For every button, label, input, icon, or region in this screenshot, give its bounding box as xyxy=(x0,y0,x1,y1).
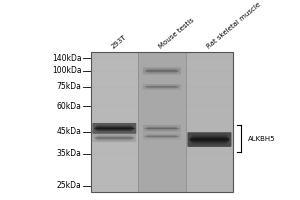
FancyBboxPatch shape xyxy=(143,125,181,132)
FancyBboxPatch shape xyxy=(92,123,136,134)
FancyBboxPatch shape xyxy=(190,137,228,142)
FancyBboxPatch shape xyxy=(94,127,134,130)
FancyBboxPatch shape xyxy=(94,128,135,129)
FancyBboxPatch shape xyxy=(189,138,230,141)
FancyBboxPatch shape xyxy=(94,137,134,139)
FancyBboxPatch shape xyxy=(191,136,228,143)
Text: Rat skeletal muscle: Rat skeletal muscle xyxy=(206,2,262,50)
FancyBboxPatch shape xyxy=(191,136,228,143)
FancyBboxPatch shape xyxy=(191,137,228,143)
FancyBboxPatch shape xyxy=(91,52,138,192)
FancyBboxPatch shape xyxy=(96,126,133,131)
FancyBboxPatch shape xyxy=(144,128,180,129)
FancyBboxPatch shape xyxy=(94,128,135,129)
FancyBboxPatch shape xyxy=(94,128,134,129)
FancyBboxPatch shape xyxy=(95,127,134,130)
FancyBboxPatch shape xyxy=(95,137,134,139)
FancyBboxPatch shape xyxy=(143,133,181,139)
FancyBboxPatch shape xyxy=(146,70,178,72)
FancyBboxPatch shape xyxy=(95,127,134,130)
FancyBboxPatch shape xyxy=(145,128,179,129)
FancyBboxPatch shape xyxy=(145,70,178,72)
Text: 45kDa: 45kDa xyxy=(57,127,82,136)
FancyBboxPatch shape xyxy=(145,70,179,72)
FancyBboxPatch shape xyxy=(145,128,179,129)
FancyBboxPatch shape xyxy=(188,132,231,147)
FancyBboxPatch shape xyxy=(145,128,179,129)
FancyBboxPatch shape xyxy=(144,128,179,129)
FancyBboxPatch shape xyxy=(190,137,229,142)
FancyBboxPatch shape xyxy=(95,137,134,139)
FancyBboxPatch shape xyxy=(94,137,134,139)
FancyBboxPatch shape xyxy=(94,137,134,139)
FancyBboxPatch shape xyxy=(145,70,179,72)
FancyBboxPatch shape xyxy=(189,139,230,140)
Text: 35kDa: 35kDa xyxy=(57,149,82,158)
Text: 100kDa: 100kDa xyxy=(52,66,82,75)
FancyBboxPatch shape xyxy=(145,86,179,87)
Text: 25kDa: 25kDa xyxy=(57,181,82,190)
FancyBboxPatch shape xyxy=(144,136,179,137)
FancyBboxPatch shape xyxy=(145,86,179,87)
FancyBboxPatch shape xyxy=(143,67,181,74)
FancyBboxPatch shape xyxy=(189,139,230,140)
FancyBboxPatch shape xyxy=(94,127,134,129)
FancyBboxPatch shape xyxy=(145,86,179,88)
FancyBboxPatch shape xyxy=(190,138,229,141)
FancyBboxPatch shape xyxy=(95,126,133,130)
FancyBboxPatch shape xyxy=(191,136,227,143)
FancyBboxPatch shape xyxy=(96,126,133,131)
Text: Mouse testis: Mouse testis xyxy=(158,17,196,50)
Text: 60kDa: 60kDa xyxy=(57,102,82,111)
FancyBboxPatch shape xyxy=(189,139,230,140)
FancyBboxPatch shape xyxy=(190,138,230,141)
FancyBboxPatch shape xyxy=(92,134,136,142)
FancyBboxPatch shape xyxy=(146,70,178,72)
Text: 140kDa: 140kDa xyxy=(52,54,82,63)
FancyBboxPatch shape xyxy=(145,128,179,129)
FancyBboxPatch shape xyxy=(145,70,179,71)
FancyBboxPatch shape xyxy=(95,127,134,130)
FancyBboxPatch shape xyxy=(190,137,229,142)
FancyBboxPatch shape xyxy=(143,84,181,90)
FancyBboxPatch shape xyxy=(94,128,135,129)
FancyBboxPatch shape xyxy=(95,137,134,139)
FancyBboxPatch shape xyxy=(145,86,179,87)
Text: 293T: 293T xyxy=(110,34,128,50)
Text: 75kDa: 75kDa xyxy=(57,82,82,91)
Text: ALKBH5: ALKBH5 xyxy=(248,136,276,142)
FancyBboxPatch shape xyxy=(138,52,186,192)
FancyBboxPatch shape xyxy=(91,52,233,192)
FancyBboxPatch shape xyxy=(96,126,133,131)
FancyBboxPatch shape xyxy=(145,70,179,72)
FancyBboxPatch shape xyxy=(190,138,229,141)
FancyBboxPatch shape xyxy=(144,128,179,129)
FancyBboxPatch shape xyxy=(186,52,233,192)
